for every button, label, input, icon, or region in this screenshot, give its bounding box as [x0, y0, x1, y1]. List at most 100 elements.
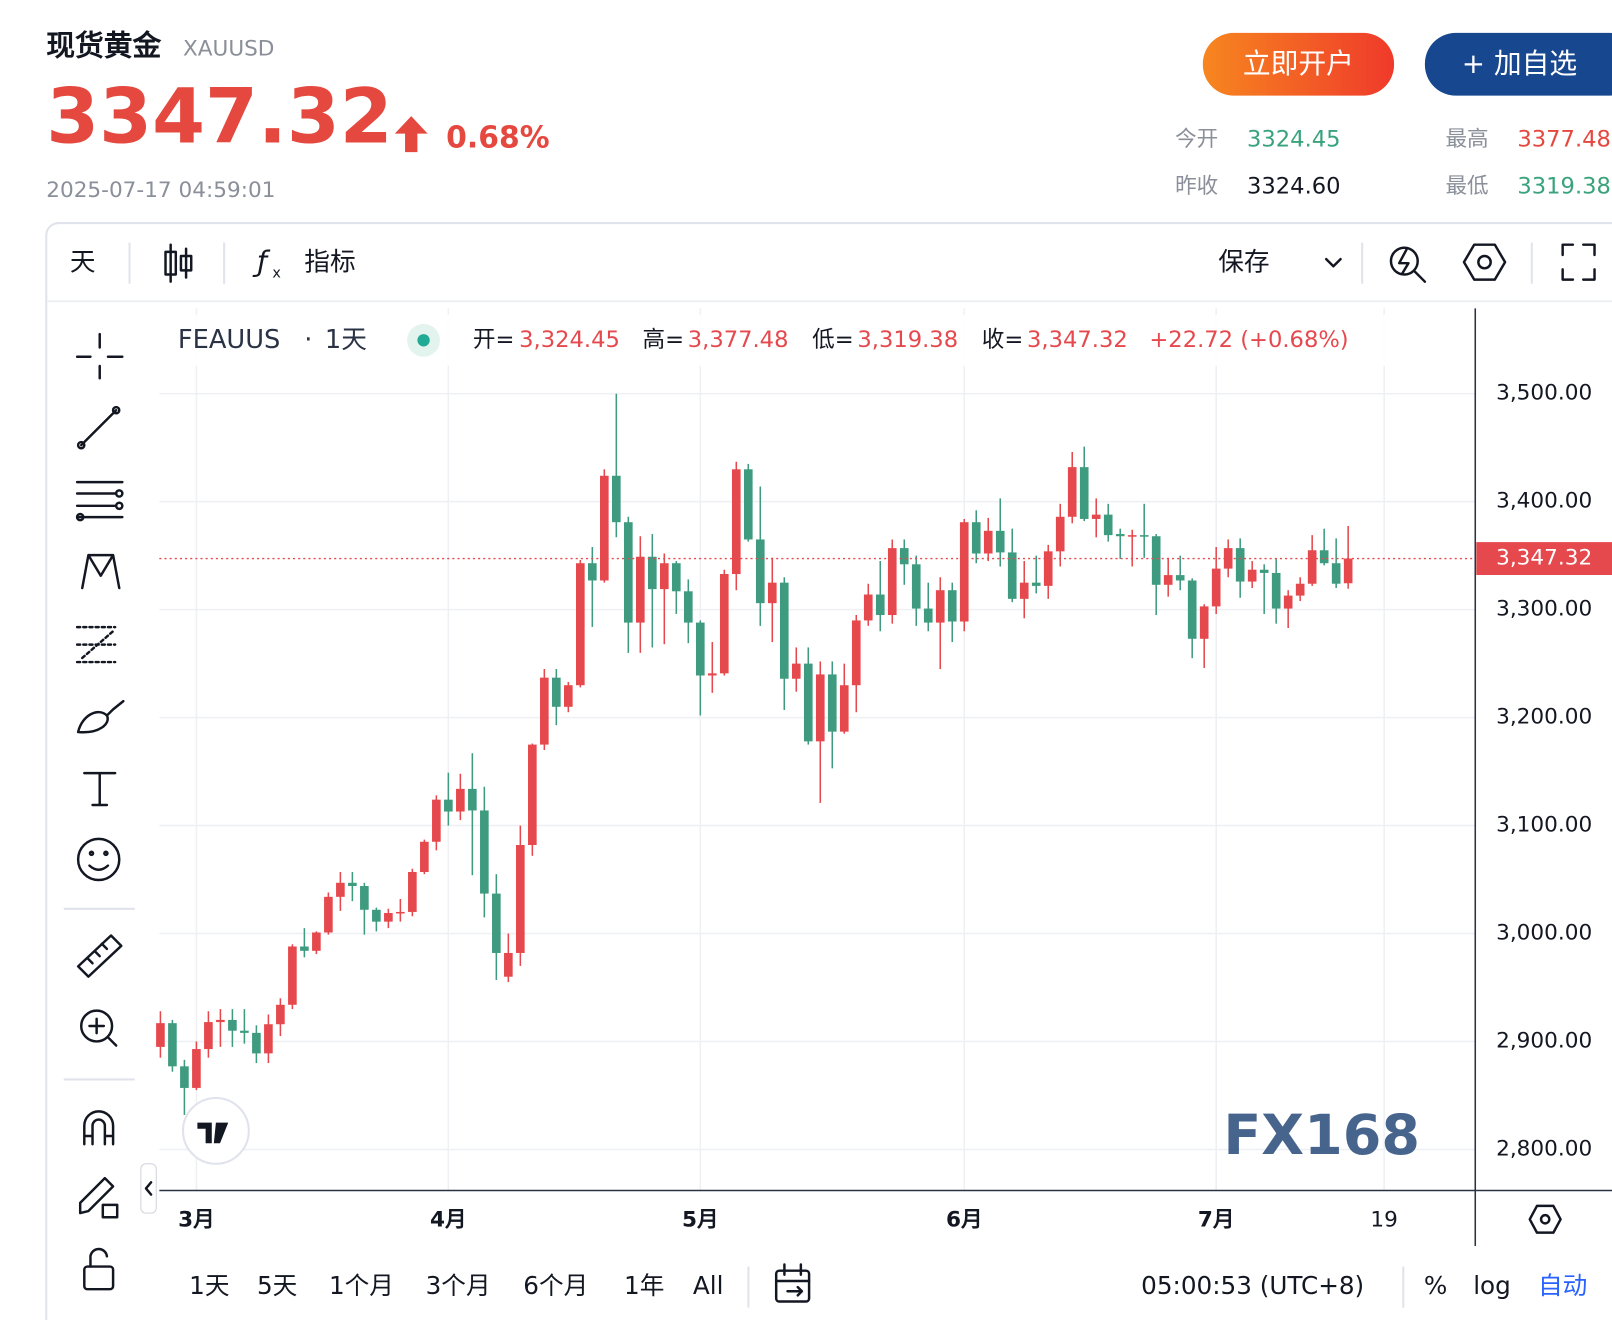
collapse-toolbar[interactable]: [140, 1163, 157, 1214]
candle-body: [264, 1024, 273, 1054]
y-tick-label: 3,100.00: [1496, 813, 1592, 838]
watchlist-label[interactable]: + 加自选: [1462, 47, 1577, 80]
candle-type-icon[interactable]: [164, 243, 193, 283]
candle-body: [216, 1019, 225, 1023]
candle-body: [779, 582, 789, 679]
legend-value: 3,324.45: [519, 327, 620, 353]
unlock-tool[interactable]: [83, 1247, 115, 1291]
candle-body: [1223, 548, 1233, 569]
candle-body: [923, 608, 933, 623]
candle-body: [360, 886, 369, 910]
candle-body: [935, 590, 945, 623]
candle-body: [528, 744, 537, 846]
candle-body: [983, 530, 993, 554]
brush-tool[interactable]: [76, 699, 125, 734]
candle-body: [372, 909, 381, 922]
auto-toggle[interactable]: 自动: [1538, 1271, 1587, 1300]
legend-symbol: FEAUUS: [178, 325, 281, 355]
symbol: XAUUSD: [183, 36, 274, 61]
candle-body: [635, 556, 645, 623]
candle-body: [1007, 552, 1017, 599]
last-price-label: 3,347.32: [1496, 546, 1592, 571]
tradingview-logo-mark[interactable]: [197, 1122, 229, 1144]
watchlist-button[interactable]: [1424, 32, 1612, 96]
candle-body: [300, 946, 309, 951]
candle-body: [156, 1023, 165, 1047]
candle-body: [1031, 582, 1041, 586]
percent-toggle[interactable]: %: [1424, 1271, 1447, 1300]
log-toggle[interactable]: log: [1473, 1271, 1511, 1300]
legend-value: 3,377.48: [688, 327, 789, 353]
x-tick-label: 6月: [946, 1207, 983, 1232]
candle-body: [456, 788, 465, 812]
candle-body: [1079, 467, 1089, 519]
collapse-arrow[interactable]: [144, 1181, 153, 1196]
candle-body: [767, 582, 777, 604]
candle-body: [995, 530, 1005, 553]
candle-body: [1283, 595, 1293, 609]
interval-button[interactable]: 天: [70, 248, 96, 278]
zoom-tool[interactable]: [79, 1009, 118, 1047]
text-tool[interactable]: [83, 771, 117, 807]
indicators-button[interactable]: 指标: [304, 248, 355, 278]
range-button[interactable]: 6个月: [523, 1271, 588, 1300]
range-button[interactable]: 1天: [189, 1271, 229, 1300]
save-button[interactable]: 保存: [1218, 248, 1269, 278]
last-price-tag: [1476, 542, 1612, 576]
goto-date[interactable]: [774, 1263, 811, 1303]
pattern-tool[interactable]: [81, 553, 121, 590]
candle-body: [1115, 534, 1125, 537]
forecast-tool[interactable]: [75, 625, 117, 664]
range-button[interactable]: 1年: [624, 1271, 664, 1300]
fib-tool[interactable]: [75, 480, 124, 522]
range-button[interactable]: 5天: [257, 1271, 297, 1300]
open-account-button[interactable]: [1202, 32, 1395, 96]
fullscreen-icon[interactable]: [1561, 243, 1596, 281]
legend-value: 3,319.38: [857, 327, 958, 353]
candle-body: [600, 475, 609, 581]
candle-body: [839, 685, 849, 732]
magnet-tool[interactable]: [83, 1110, 115, 1146]
candle-body: [1343, 558, 1353, 584]
axis-settings[interactable]: [1528, 1204, 1562, 1234]
emoji-tool[interactable]: [76, 837, 121, 882]
range-button[interactable]: 3个月: [426, 1271, 491, 1300]
crosshair-tool[interactable]: [75, 332, 124, 380]
candle-body: [312, 932, 321, 951]
legend-value: 3,347.32: [1027, 327, 1128, 353]
quick-search-icon[interactable]: [1389, 246, 1427, 283]
y-tick-label: 3,300.00: [1496, 597, 1592, 622]
legend-label: 低=: [812, 327, 854, 353]
candle-body: [875, 594, 885, 616]
legend-interval: 1天: [325, 325, 367, 355]
candle-body: [180, 1066, 189, 1088]
candle-body: [336, 882, 345, 897]
candle-body: [947, 590, 957, 622]
open-account-label[interactable]: 立即开户: [1243, 47, 1354, 80]
trendline-tool[interactable]: [76, 405, 121, 450]
market-status-dot: [417, 334, 430, 347]
timestamp: 2025-07-17 04:59:01: [46, 178, 275, 203]
fx-icon[interactable]: ƒ: [252, 244, 271, 278]
lock-drawing-tool[interactable]: [78, 1176, 119, 1219]
candle-body: [647, 556, 657, 590]
stat-value: 3319.38: [1517, 174, 1611, 200]
candle-body: [1247, 569, 1257, 582]
measure-tool[interactable]: [76, 934, 123, 978]
candle-body: [276, 1004, 285, 1025]
candles: [156, 393, 1353, 1115]
candle-body: [552, 677, 561, 707]
settings-icon[interactable]: [1462, 243, 1507, 281]
range-button[interactable]: All: [693, 1271, 724, 1300]
range-button[interactable]: 1个月: [329, 1271, 394, 1300]
save-dropdown[interactable]: [1324, 257, 1342, 268]
y-tick-label: 3,400.00: [1496, 489, 1592, 514]
fx-icon-sub[interactable]: x: [272, 265, 281, 281]
candle-body: [1067, 467, 1077, 517]
candle-body: [743, 469, 753, 540]
candle-body: [1211, 568, 1221, 607]
candle-body: [396, 911, 405, 914]
candle-body: [1127, 535, 1137, 537]
stat-label: 最高: [1445, 127, 1488, 152]
